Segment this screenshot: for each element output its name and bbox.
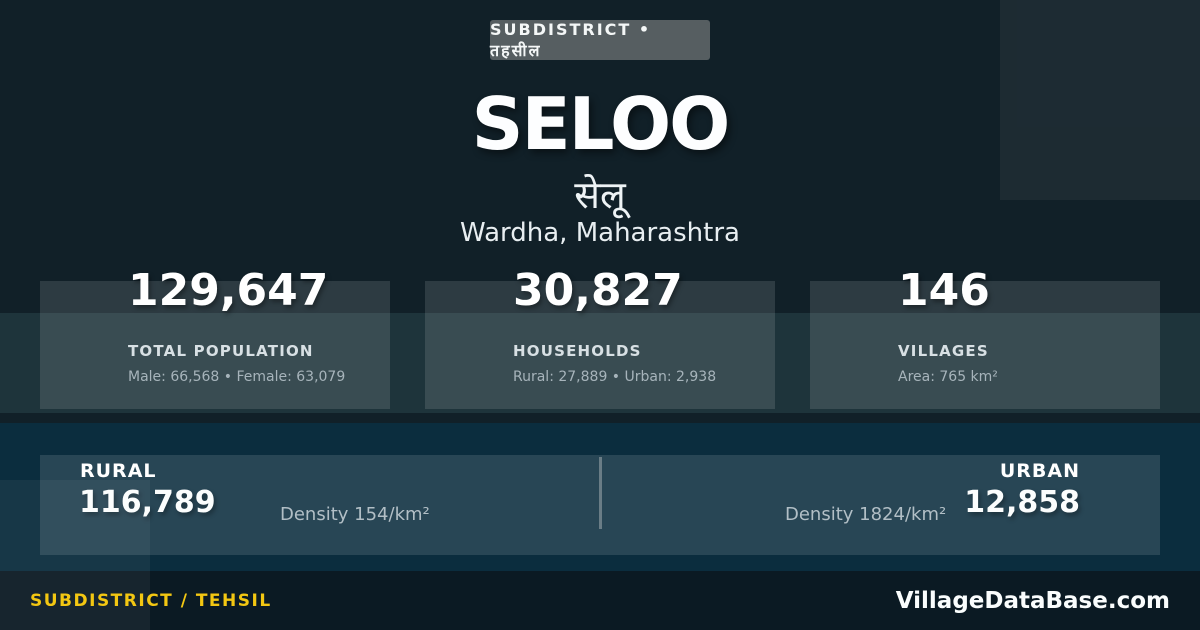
stat-value: 30,827 — [513, 265, 683, 316]
page-title: SELOO — [471, 82, 731, 166]
district-state-label: Wardha, Maharashtra — [460, 218, 740, 248]
site-brand-link[interactable]: VillageDataBase.com — [895, 588, 1170, 614]
rural-density: Density 154/km² — [280, 504, 430, 525]
urban-label: URBAN — [999, 460, 1080, 482]
stat-detail: Rural: 27,889 • Urban: 2,938 — [513, 369, 717, 385]
stat-card-total-population: 129,647 TOTAL POPULATION Male: 66,568 • … — [40, 267, 390, 409]
stat-detail: Male: 66,568 • Female: 63,079 — [128, 369, 346, 385]
entity-type-badge-label: SUBDISTRICT • तहसील — [490, 19, 652, 60]
rural-label: RURAL — [80, 460, 157, 482]
stat-value: 129,647 — [128, 265, 329, 316]
page-title-native: सेलू — [574, 173, 626, 217]
stats-background-band — [0, 313, 1200, 413]
stat-label: TOTAL POPULATION — [128, 342, 314, 360]
stat-card-villages: 146 VILLAGES Area: 765 km² — [810, 267, 1160, 409]
urban-value: 12,858 — [964, 485, 1080, 520]
decorative-rect-top-right — [1000, 0, 1200, 200]
stat-value: 146 — [898, 265, 990, 316]
rural-urban-divider — [599, 457, 602, 529]
entity-type-badge: SUBDISTRICT • तहसील — [490, 20, 710, 60]
urban-density: Density 1824/km² — [785, 504, 947, 525]
stat-label: HOUSEHOLDS — [513, 342, 642, 360]
rural-value: 116,789 — [79, 485, 216, 520]
stat-detail: Area: 765 km² — [898, 369, 998, 385]
stat-card-households: 30,827 HOUSEHOLDS Rural: 27,889 • Urban:… — [425, 267, 775, 409]
footer-type-label: SUBDISTRICT / TEHSIL — [30, 591, 272, 611]
footer-bar — [0, 571, 1200, 630]
stat-label: VILLAGES — [898, 342, 989, 360]
